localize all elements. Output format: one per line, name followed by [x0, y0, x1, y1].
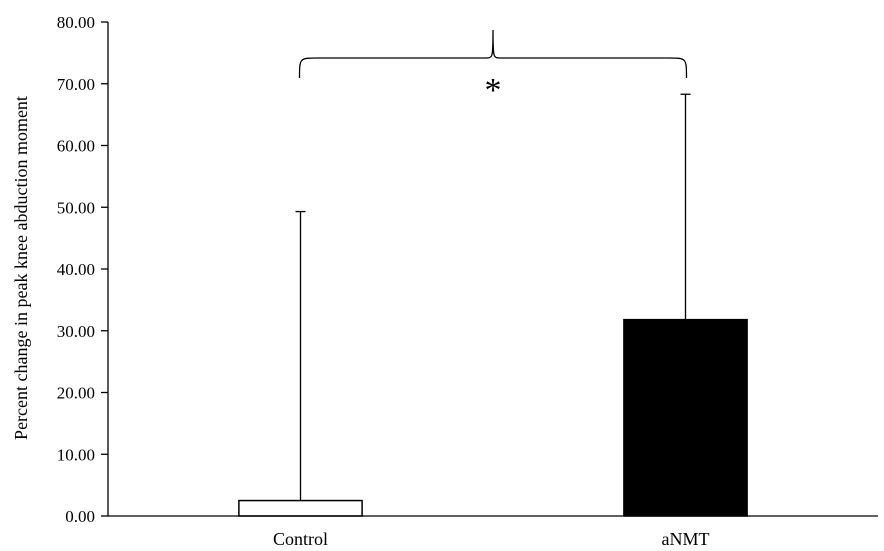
y-axis-title: Percent change in peak knee abduction mo… [11, 96, 31, 440]
y-tick-label: 30.00 [57, 322, 95, 341]
y-tick-label: 70.00 [57, 75, 95, 94]
bars [238, 318, 748, 517]
y-axis: 0.00 10.00 20.00 30.00 40.00 50.00 60.00 70.00 8… [57, 13, 109, 526]
y-tick-label: 60.00 [57, 137, 95, 156]
bar-control [238, 499, 363, 517]
y-tick-label: 0.00 [65, 507, 95, 526]
x-category-label: aNMT [662, 529, 710, 549]
error-bars [295, 93, 691, 501]
x-axis: Control aNMT [108, 515, 878, 549]
x-category-label: Control [273, 529, 328, 549]
y-tick-label: 20.00 [57, 384, 95, 403]
y-tick-label: 80.00 [57, 13, 95, 32]
bar-anmt [623, 318, 748, 517]
y-tick-label: 40.00 [57, 260, 95, 279]
significance-annotation: * [298, 29, 688, 109]
significance-asterisk: * [485, 72, 502, 109]
y-tick-label: 10.00 [57, 445, 95, 464]
significance-bracket [298, 29, 688, 79]
y-tick-label: 50.00 [57, 198, 95, 217]
